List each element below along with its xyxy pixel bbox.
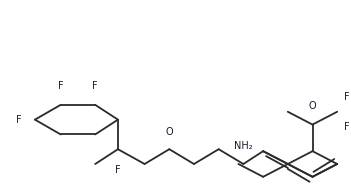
Text: O: O: [165, 127, 173, 137]
Text: O: O: [309, 101, 316, 111]
Text: F: F: [15, 115, 21, 125]
Text: F: F: [58, 81, 64, 91]
Text: F: F: [115, 165, 121, 175]
Text: F: F: [344, 92, 350, 102]
Text: NH₂: NH₂: [234, 141, 253, 151]
Text: F: F: [344, 121, 350, 132]
Text: F: F: [92, 81, 98, 91]
